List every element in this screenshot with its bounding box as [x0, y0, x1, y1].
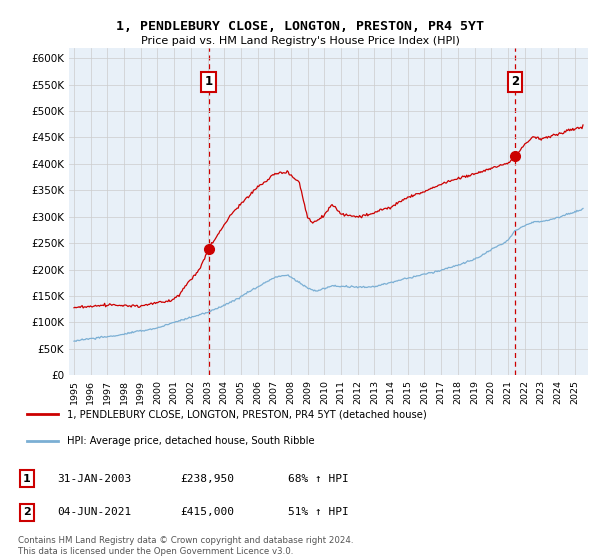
Text: £415,000: £415,000: [180, 507, 234, 517]
Text: 68% ↑ HPI: 68% ↑ HPI: [288, 474, 349, 484]
Text: HPI: Average price, detached house, South Ribble: HPI: Average price, detached house, Sout…: [67, 436, 314, 446]
Text: Price paid vs. HM Land Registry's House Price Index (HPI): Price paid vs. HM Land Registry's House …: [140, 36, 460, 46]
Text: 31-JAN-2003: 31-JAN-2003: [57, 474, 131, 484]
Text: £238,950: £238,950: [180, 474, 234, 484]
Text: 2: 2: [23, 507, 31, 517]
Text: 04-JUN-2021: 04-JUN-2021: [57, 507, 131, 517]
Text: 2: 2: [511, 76, 519, 88]
Text: 1: 1: [23, 474, 31, 484]
Text: 51% ↑ HPI: 51% ↑ HPI: [288, 507, 349, 517]
Text: 1, PENDLEBURY CLOSE, LONGTON, PRESTON, PR4 5YT: 1, PENDLEBURY CLOSE, LONGTON, PRESTON, P…: [116, 20, 484, 32]
Text: 1: 1: [205, 76, 213, 88]
Text: 1, PENDLEBURY CLOSE, LONGTON, PRESTON, PR4 5YT (detached house): 1, PENDLEBURY CLOSE, LONGTON, PRESTON, P…: [67, 409, 427, 419]
Text: Contains HM Land Registry data © Crown copyright and database right 2024.
This d: Contains HM Land Registry data © Crown c…: [18, 536, 353, 556]
